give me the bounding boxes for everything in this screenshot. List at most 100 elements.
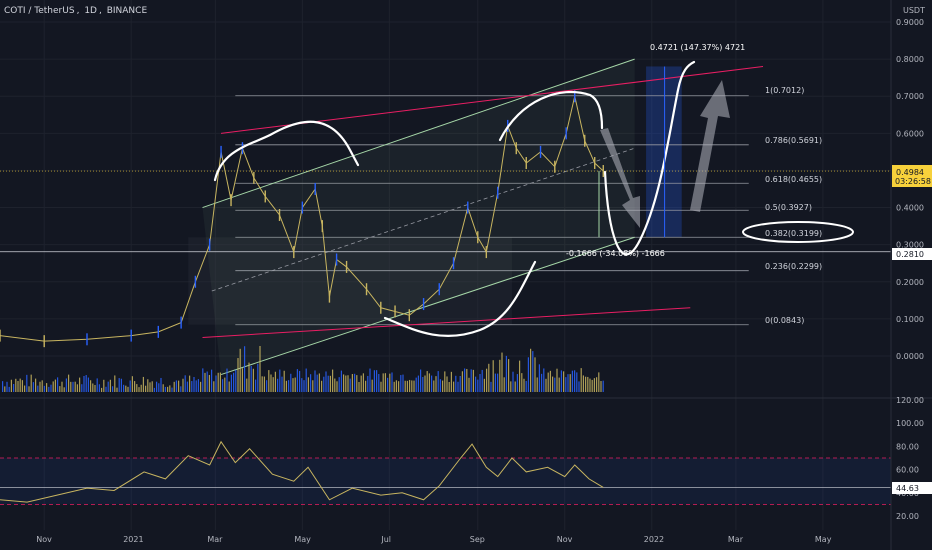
volume-bar [305, 368, 307, 392]
volume-bar [259, 345, 261, 392]
volume-bar [400, 375, 402, 392]
time-tick-label: Nov [557, 535, 573, 544]
volume-bar [576, 372, 578, 392]
volume-bar [101, 387, 103, 392]
rsi-pane [0, 440, 891, 505]
volume-bar [151, 381, 153, 392]
volume-bar [281, 376, 283, 392]
volume-bar [596, 377, 598, 392]
volume-bar [600, 381, 602, 392]
volume-bar [415, 377, 417, 392]
symbol-header[interactable]: COTI / TetherUS, 1D, BINANCE [4, 6, 148, 16]
price-tick-label: 0.8000 [896, 55, 924, 64]
volume-bar [442, 380, 444, 392]
volume-bar [94, 384, 96, 392]
volume-bar [107, 381, 109, 392]
volume-bar [283, 370, 285, 392]
volume-bar [120, 378, 122, 392]
volume-bar [343, 374, 345, 392]
time-axis[interactable]: Nov 2021 Mar May Jul Sep Nov 2022 Mar May [36, 535, 831, 544]
volume-bar [26, 374, 28, 392]
volume-bar [74, 381, 76, 392]
volume-bar [263, 376, 265, 392]
arc-bottom [383, 260, 537, 338]
volume-bar [142, 376, 144, 392]
volume-bar [6, 381, 8, 392]
price-grid [0, 0, 891, 530]
volume-bar [514, 381, 516, 392]
volume-bar [358, 381, 360, 392]
bar-countdown: 03:26:58 [895, 177, 931, 186]
volume-bar [90, 380, 92, 392]
volume-bar [21, 380, 23, 392]
volume-bar [323, 376, 325, 392]
volume-bar [180, 386, 182, 392]
volume-bar [527, 357, 529, 392]
volume-bar [530, 348, 532, 392]
volume-bar [565, 377, 567, 392]
channel-upper [202, 58, 635, 209]
time-tick-label: 2021 [123, 535, 143, 544]
channel-fill [202, 59, 635, 375]
ref-price-value: 0.2810 [896, 250, 924, 259]
volume-bar [387, 377, 389, 392]
volume-bar [35, 378, 37, 392]
volume-bar [178, 380, 180, 392]
rsi-tick-label: 60.00 [896, 466, 919, 475]
volume-bar [310, 374, 312, 392]
volume-bar [420, 369, 422, 392]
volume-bar [70, 381, 72, 392]
volume-bar [547, 372, 549, 392]
volume-bar [534, 357, 536, 392]
volume-bar [455, 375, 457, 392]
volume-bar [244, 346, 246, 392]
volume-bar [43, 385, 45, 392]
volume-bar [237, 358, 239, 392]
volume-bar [490, 381, 492, 392]
volume-bar [164, 386, 166, 392]
volume-bar [549, 370, 551, 392]
volume-bar [475, 376, 477, 392]
volume-bar [587, 376, 589, 392]
volume-bar [569, 374, 571, 392]
volume-bar [13, 384, 15, 392]
volume-bar [563, 371, 565, 392]
volume-bar [226, 368, 228, 392]
volume-bar [461, 371, 463, 392]
volume-bar [8, 386, 10, 392]
volume-bar [261, 376, 263, 392]
volume-bar [219, 372, 221, 392]
fib-label-05: 0.5(0.3927) [765, 203, 812, 212]
fib-label-0618: 0.618(0.4655) [765, 175, 822, 184]
volume-bar [593, 378, 595, 392]
volume-bar [417, 375, 419, 392]
volume-bar [52, 381, 54, 392]
volume-bar [325, 371, 327, 392]
volume-bar [545, 378, 547, 392]
time-tick-label: Jul [380, 535, 391, 544]
volume-bar [384, 373, 386, 392]
volume-bar [255, 379, 257, 392]
volume-bar [123, 384, 125, 392]
volume-bar [483, 378, 485, 392]
volume-bar [468, 377, 470, 392]
volume-bar [114, 375, 116, 392]
volume-bar [224, 377, 226, 392]
fib-retracement [235, 95, 749, 326]
volume-bar [477, 379, 479, 392]
time-tick-label: Mar [207, 535, 223, 544]
rsi-tick-label: 20.00 [896, 512, 919, 521]
volume-bar [140, 384, 142, 392]
volume-bar [371, 379, 373, 392]
volume-bar [424, 375, 426, 392]
volume-bar [472, 369, 474, 392]
volume-bar [382, 373, 384, 392]
volume-bar [362, 373, 364, 392]
time-tick-label: Nov [36, 535, 52, 544]
down-arrow-shape [600, 128, 640, 228]
volume-bar [41, 380, 43, 392]
volume-bar [156, 381, 158, 392]
volume-bar [404, 380, 406, 392]
volume-bar [193, 376, 195, 392]
